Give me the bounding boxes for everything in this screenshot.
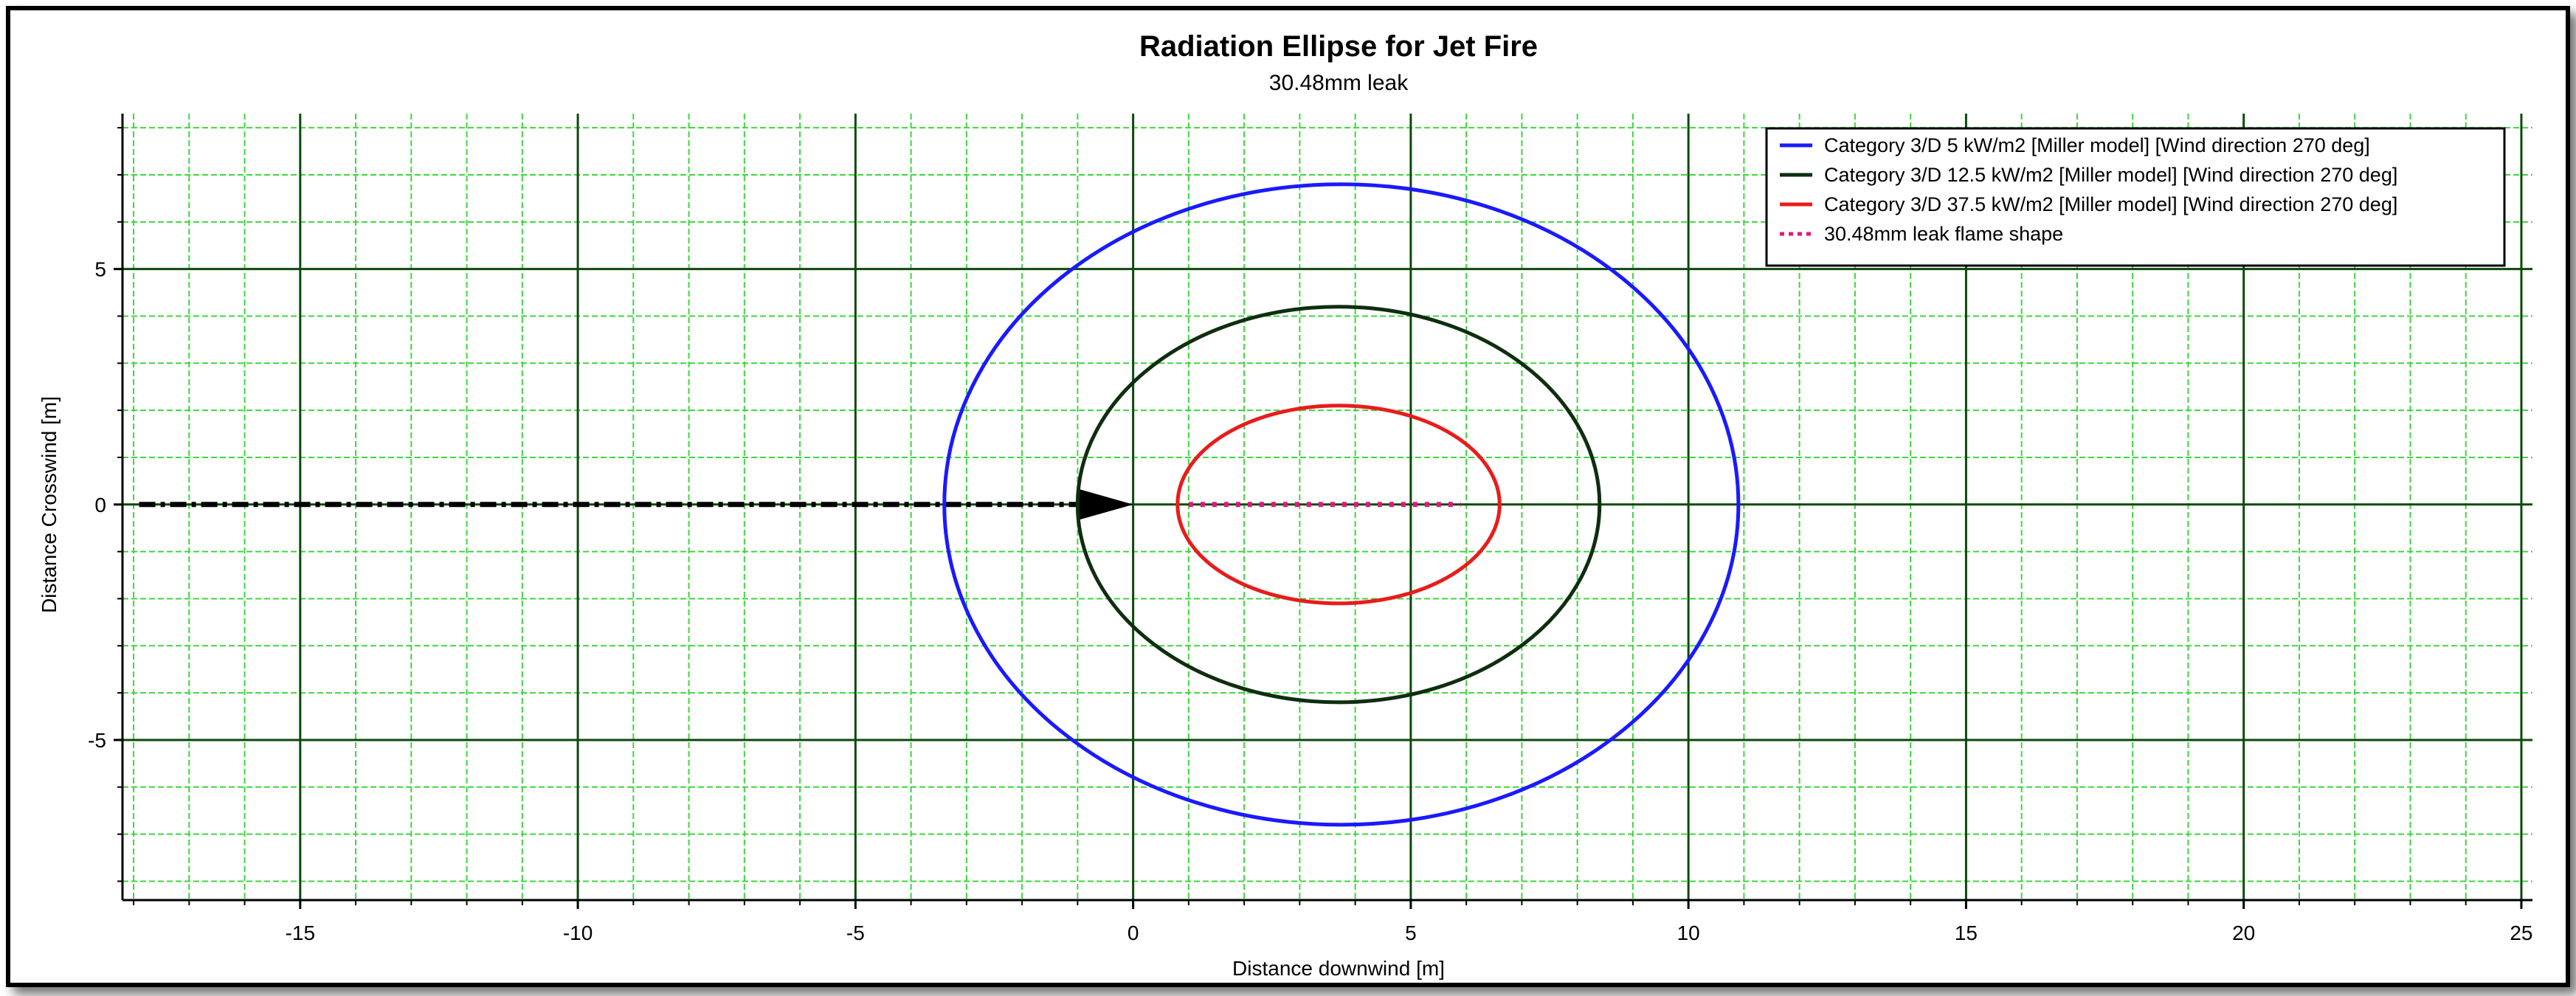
- chart-subtitle: 30.48mm leak: [1269, 71, 1409, 95]
- x-axis-label: Distance downwind [m]: [1232, 957, 1445, 980]
- radiation-ellipse-1: [942, 182, 1741, 827]
- legend-entry: Category 3/D 5 kW/m2 [Miller model] [Win…: [1824, 134, 2370, 156]
- y-tick-label: 0: [94, 494, 106, 516]
- y-tick-label: -5: [88, 729, 106, 752]
- legend-box: [1765, 127, 2506, 267]
- legend-entry: Category 3/D 37.5 kW/m2 [Miller model] […: [1824, 193, 2397, 215]
- legend: Category 3/D 5 kW/m2 [Miller model] [Win…: [1765, 127, 2506, 267]
- x-tick-label: 0: [1128, 921, 1139, 944]
- x-tick-label: 20: [2232, 921, 2255, 944]
- radiation-ellipse-2: [1075, 305, 1602, 705]
- y-axis-label: Distance Crosswind [m]: [38, 396, 61, 613]
- wind-direction-arrowhead: [1078, 488, 1133, 520]
- chart-frame: Radiation Ellipse for Jet Fire 30.48mm l…: [6, 6, 2570, 987]
- data-layer: [139, 182, 1741, 827]
- x-tick-label: -10: [563, 921, 593, 944]
- legend-entry: 30.48mm leak flame shape: [1824, 223, 2063, 245]
- x-tick-label: 25: [2510, 921, 2532, 944]
- legend-entry: Category 3/D 12.5 kW/m2 [Miller model] […: [1824, 164, 2397, 186]
- chart-svg: Radiation Ellipse for Jet Fire 30.48mm l…: [38, 30, 2533, 980]
- x-tick-label: -5: [846, 921, 865, 944]
- y-tick-label: 5: [94, 258, 106, 281]
- radiation-ellipse-3: [1175, 404, 1502, 606]
- x-tick-label: 5: [1405, 921, 1417, 944]
- chart-title: Radiation Ellipse for Jet Fire: [1139, 30, 1538, 63]
- x-tick-label: -15: [286, 921, 315, 944]
- x-tick-label: 15: [1955, 921, 1978, 944]
- x-tick-label: 10: [1677, 921, 1700, 944]
